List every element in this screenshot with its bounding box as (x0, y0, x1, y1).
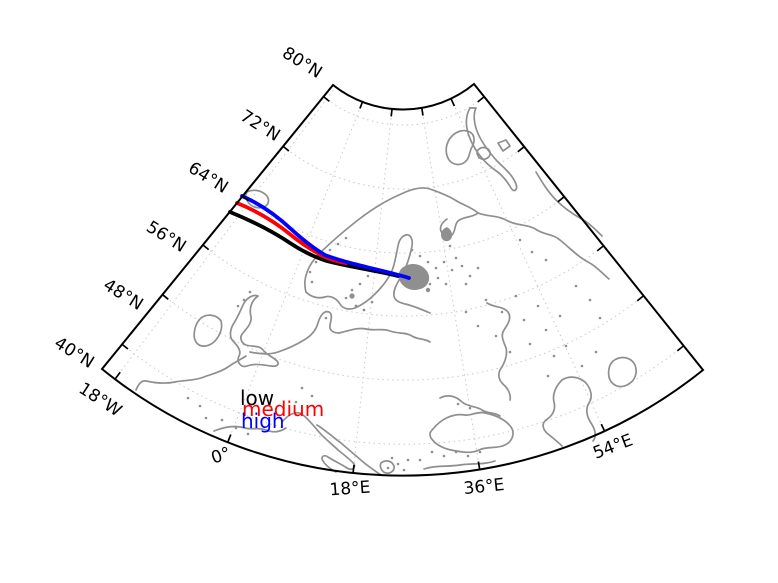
map-frame (100, 82, 705, 477)
trajectory-medium (235, 201, 348, 265)
legend-item-high: high (241, 409, 285, 433)
legend-item-low: low (240, 386, 275, 410)
trajectories (228, 194, 411, 280)
trajectory-low (228, 210, 400, 278)
coastlines (135, 107, 637, 476)
graticule-parallels (121, 96, 684, 445)
graticule-meridians (115, 85, 606, 473)
trajectory-high (240, 194, 411, 280)
lake-speckles (186, 236, 602, 472)
lon-label-18e: 18°E (328, 477, 372, 501)
lake-blobs (349, 227, 453, 299)
legend-item-medium: medium (242, 397, 325, 421)
frame-ticks (114, 95, 685, 473)
lon-label-36e: 36°E (462, 474, 506, 500)
